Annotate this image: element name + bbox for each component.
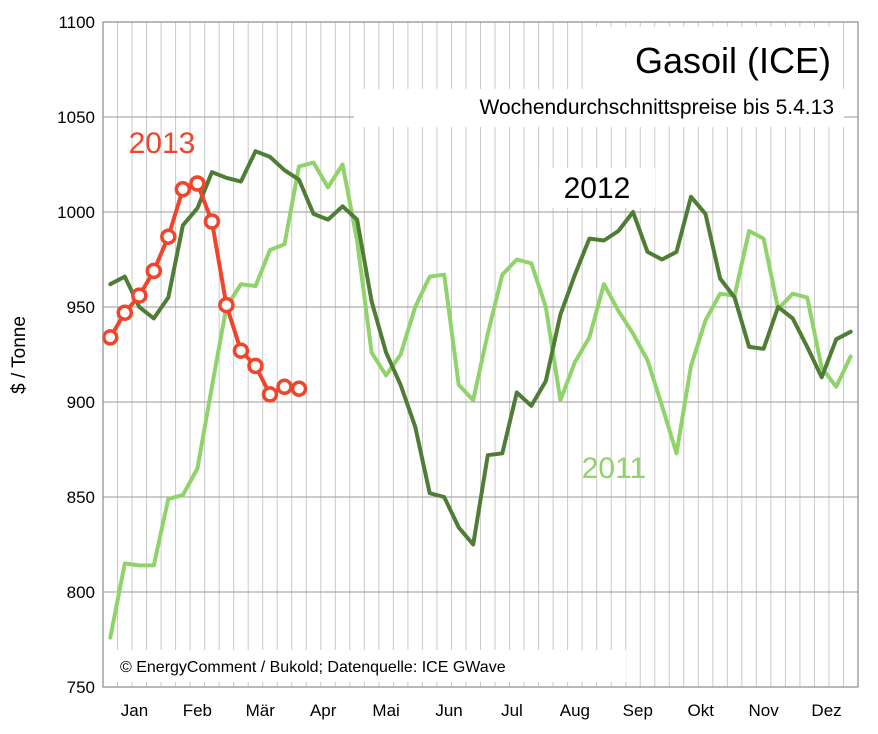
data-point-2013	[174, 180, 192, 198]
chart-title: Gasoil (ICE)	[635, 40, 831, 81]
x-tick-label: Sep	[623, 701, 653, 720]
x-tick-label: Dez	[811, 701, 841, 720]
data-point-2013	[116, 304, 134, 321]
credit-text: © EnergyComment / Bukold; Datenquelle: I…	[120, 659, 506, 676]
x-tick-label: Apr	[310, 701, 337, 720]
grid	[103, 21, 858, 688]
x-tick-label: Aug	[560, 701, 590, 720]
data-point-2013	[131, 287, 148, 304]
y-tick-label: 900	[67, 393, 95, 412]
data-point-2013	[247, 357, 264, 375]
y-tick-label: 750	[67, 678, 95, 697]
data-point-2013	[145, 262, 163, 280]
data-point-2013	[189, 175, 206, 192]
subtitle-box	[354, 89, 844, 127]
series-line-2011	[108, 160, 853, 640]
x-tick-label: Jul	[501, 701, 523, 720]
chart-subtitle: Wochendurchschnittspreise bis 5.4.13	[480, 96, 834, 119]
x-tick-label: Okt	[687, 701, 714, 720]
y-tick-label: 950	[67, 298, 95, 317]
labels: Gasoil (ICE) Wochendurchschnittspreise b…	[9, 27, 844, 682]
y-tick-label: 850	[67, 488, 95, 507]
data-point-2013	[203, 213, 221, 230]
x-tick-label: Nov	[749, 701, 780, 720]
series-line-2012	[108, 149, 853, 547]
data-point-2013	[218, 296, 235, 314]
axes: 750 800 850 900 950 1000 1050 1100 Jan Feb Mär Apr M…	[57, 13, 859, 720]
data-point-2013	[261, 386, 279, 403]
y-tick-label: 800	[67, 583, 95, 602]
series-label-2012: 2012	[564, 172, 631, 205]
title-box	[592, 27, 842, 89]
x-tick-label: Jun	[435, 701, 462, 720]
credit-box	[114, 650, 626, 682]
y-tick-label: 1000	[57, 203, 95, 222]
data-point-2013	[276, 378, 293, 396]
data-point-2013	[232, 342, 250, 359]
x-tick-label: Jan	[121, 701, 148, 720]
series-label-2011: 2011	[582, 452, 647, 485]
data-point-2013	[160, 228, 177, 245]
data-point-2013	[290, 380, 308, 397]
series-label-2013: 2013	[129, 127, 196, 160]
x-tick-label: Feb	[183, 701, 212, 720]
y-axis-label: $ / Tonne	[9, 316, 30, 394]
x-tick-label: Mai	[372, 701, 399, 720]
series-label-box	[539, 168, 655, 208]
x-tick-label: Mär	[246, 701, 276, 720]
y-tick-label: 1050	[57, 108, 95, 127]
y-tick-label: 1100	[58, 13, 95, 32]
series-layer: 2011 2012 2013	[102, 127, 853, 640]
data-point-2013	[102, 329, 119, 346]
plot-frame	[102, 21, 859, 688]
